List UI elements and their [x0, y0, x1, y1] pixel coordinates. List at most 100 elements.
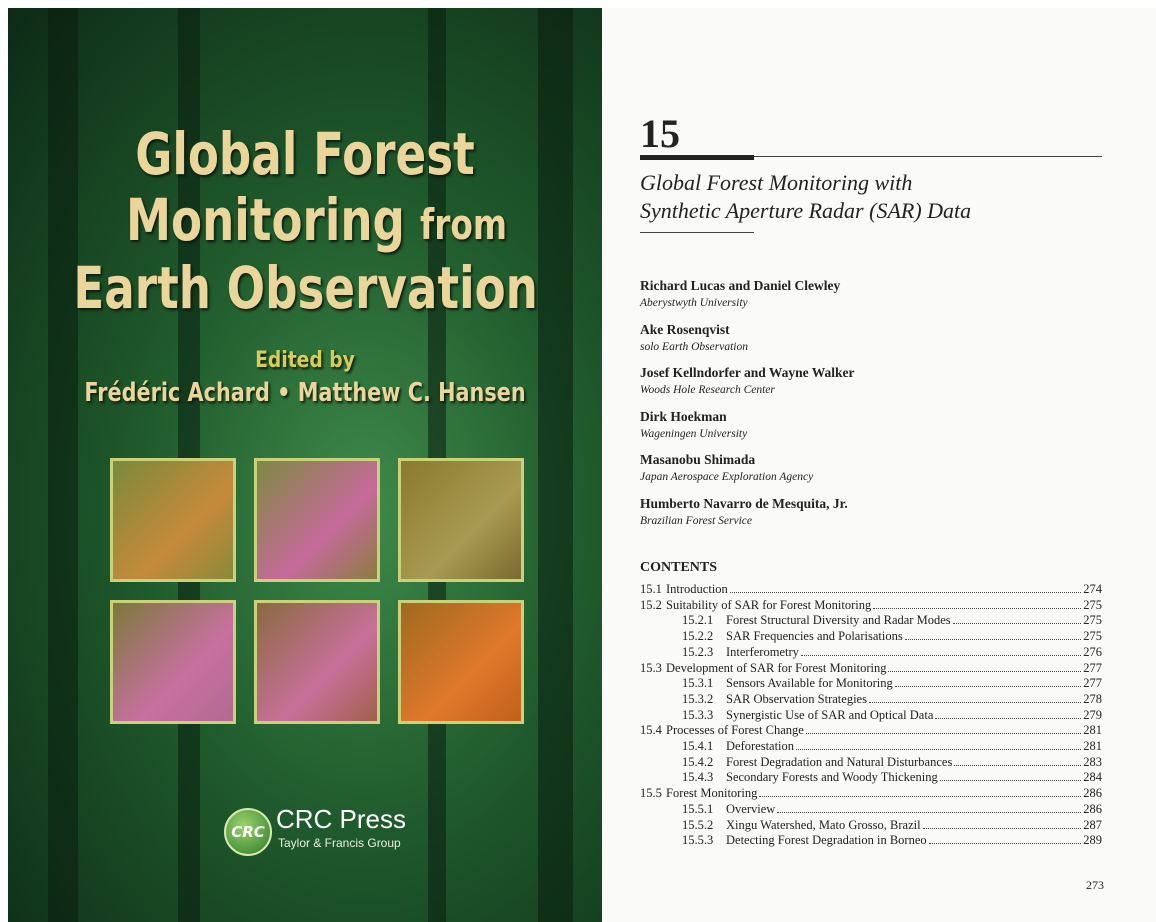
- toc-title: Forest Structural Diversity and Radar Mo…: [726, 613, 951, 628]
- toc-number: 15.3.3: [682, 708, 726, 723]
- toc-leader: [806, 723, 1081, 734]
- map-thumbnail: [398, 458, 524, 582]
- toc-entry: 15.3Development of SAR for Forest Monito…: [640, 661, 1102, 676]
- toc-title: Development of SAR for Forest Monitoring: [666, 661, 886, 676]
- toc-page: 281: [1083, 739, 1102, 754]
- cover-title: Earth Observation: [73, 254, 536, 322]
- publisher: CRC Press: [276, 804, 406, 835]
- author-names: Dirk Hoekman: [640, 409, 727, 425]
- toc-number: 15.4.1: [682, 739, 726, 754]
- toc-title: Overview: [726, 802, 775, 817]
- author-names: Masanobu Shimada: [640, 452, 755, 468]
- toc-page: 286: [1083, 786, 1102, 801]
- toc-leader: [730, 582, 1081, 593]
- toc-leader: [796, 739, 1081, 750]
- toc-leader: [869, 692, 1081, 703]
- toc-number: 15.2.2: [682, 629, 726, 644]
- toc-page: 275: [1083, 613, 1102, 628]
- toc-title: Deforestation: [726, 739, 794, 754]
- toc-number: 15.1: [640, 582, 666, 597]
- author-names: Richard Lucas and Daniel Clewley: [640, 278, 840, 294]
- toc-number: 15.3.2: [682, 692, 726, 707]
- toc-number: 15.5: [640, 786, 666, 801]
- map-thumbnail: [110, 600, 236, 724]
- editors: Frédéric Achard • Matthew C. Hansen: [67, 378, 542, 408]
- toc-number: 15.4: [640, 723, 666, 738]
- rule: [754, 156, 1102, 157]
- author-affiliation: Aberystwyth University: [640, 297, 748, 309]
- toc-title: SAR Observation Strategies: [726, 692, 867, 707]
- toc-page: 277: [1083, 676, 1102, 691]
- map-thumbnail: [110, 458, 236, 582]
- map-thumbnail: [398, 600, 524, 724]
- cover-title: Monitoring: [126, 186, 405, 254]
- toc-number: 15.5.1: [682, 802, 726, 817]
- toc-leader: [759, 786, 1081, 797]
- toc-leader: [895, 676, 1081, 687]
- toc-title: Suitability of SAR for Forest Monitoring: [666, 598, 871, 613]
- publisher-group: Taylor & Francis Group: [278, 836, 401, 850]
- toc-title: Sensors Available for Monitoring: [726, 676, 893, 691]
- toc-leader: [923, 818, 1082, 829]
- toc-leader: [873, 598, 1081, 609]
- toc-leader: [935, 708, 1081, 719]
- toc-page: 283: [1083, 755, 1102, 770]
- cover-title: from: [420, 200, 507, 249]
- map-thumbnail: [254, 600, 380, 724]
- toc-page: 278: [1083, 692, 1102, 707]
- toc-page: 275: [1083, 629, 1102, 644]
- toc-leader: [953, 613, 1082, 624]
- toc-number: 15.2.1: [682, 613, 726, 628]
- author-affiliation: Brazilian Forest Service: [640, 515, 752, 527]
- toc-page: 277: [1083, 661, 1102, 676]
- chapter-title: Global Forest Monitoring with: [640, 170, 912, 196]
- toc-number: 15.2.3: [682, 645, 726, 660]
- toc-title: Forest Monitoring: [666, 786, 757, 801]
- publisher-logo: CRC: [224, 808, 272, 856]
- author-names: Humberto Navarro de Mesquita, Jr.: [640, 496, 848, 512]
- toc-page: 281: [1083, 723, 1102, 738]
- toc-leader: [905, 629, 1082, 640]
- author-names: Josef Kellndorfer and Wayne Walker: [640, 365, 855, 381]
- toc-leader: [777, 802, 1081, 813]
- toc-title: Secondary Forests and Woody Thickening: [726, 770, 938, 785]
- toc-title: Detecting Forest Degradation in Borneo: [726, 833, 927, 848]
- author-affiliation: Japan Aerospace Exploration Agency: [640, 471, 813, 483]
- toc-leader: [801, 645, 1081, 656]
- toc-number: 15.4.2: [682, 755, 726, 770]
- toc-page: 284: [1083, 770, 1102, 785]
- map-thumbnail: [254, 458, 380, 582]
- contents-heading: CONTENTS: [640, 560, 717, 576]
- toc-leader: [940, 770, 1082, 781]
- toc-page: 274: [1083, 582, 1102, 597]
- toc-title: Synergistic Use of SAR and Optical Data: [726, 708, 933, 723]
- toc-leader: [929, 833, 1082, 844]
- toc-number: 15.2: [640, 598, 666, 613]
- author-affiliation: Wageningen University: [640, 428, 747, 440]
- toc-number: 15.4.3: [682, 770, 726, 785]
- toc-leader: [888, 661, 1081, 672]
- toc-number: 15.3.1: [682, 676, 726, 691]
- page-number: 273: [1086, 878, 1104, 893]
- toc-title: Xingu Watershed, Mato Grosso, Brazil: [726, 818, 921, 833]
- toc-page: 286: [1083, 802, 1102, 817]
- toc-page: 276: [1083, 645, 1102, 660]
- toc-page: 275: [1083, 598, 1102, 613]
- toc-title: Introduction: [666, 582, 728, 597]
- tree: [538, 8, 573, 922]
- chapter-title: Synthetic Aperture Radar (SAR) Data: [640, 198, 971, 224]
- toc-title: SAR Frequencies and Polarisations: [726, 629, 903, 644]
- toc-page: 287: [1083, 818, 1102, 833]
- edited-by: Edited by: [53, 348, 558, 373]
